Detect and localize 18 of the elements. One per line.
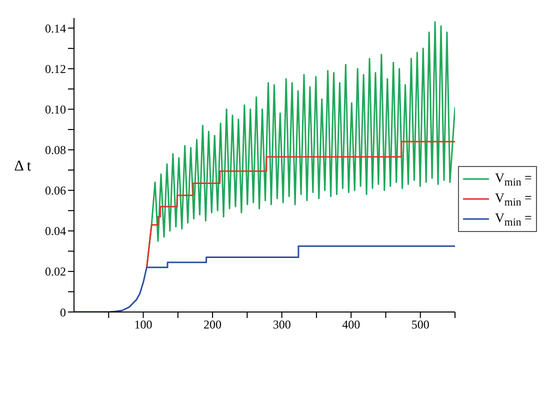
y-tick-label: 0.08 <box>45 143 66 158</box>
y-tick-label: 0.12 <box>45 62 66 76</box>
y-tick-label: 0.04 <box>45 224 66 238</box>
y-tick-label: 0 <box>60 305 66 320</box>
x-tick-label: 300 <box>272 318 291 332</box>
legend-label: V$_{min}$ = <box>495 170 532 188</box>
y-tick-label: 0.14 <box>45 21 66 36</box>
y-tick-label: 0.06 <box>45 184 66 198</box>
x-tick-label: 100 <box>134 318 152 332</box>
legend-label: V$_{min}$ = <box>495 210 532 228</box>
y-tick-label: 0.10 <box>45 102 66 116</box>
x-tick-label: 500 <box>411 318 430 332</box>
x-tick-label: 200 <box>204 318 222 332</box>
legend-label: V$_{min}$ = <box>495 190 532 208</box>
x-tick-label: 400 <box>342 318 360 332</box>
y-tick-label: 0.02 <box>45 264 66 279</box>
line-series <box>146 140 455 268</box>
y-axis-title: Δ t <box>14 158 32 174</box>
